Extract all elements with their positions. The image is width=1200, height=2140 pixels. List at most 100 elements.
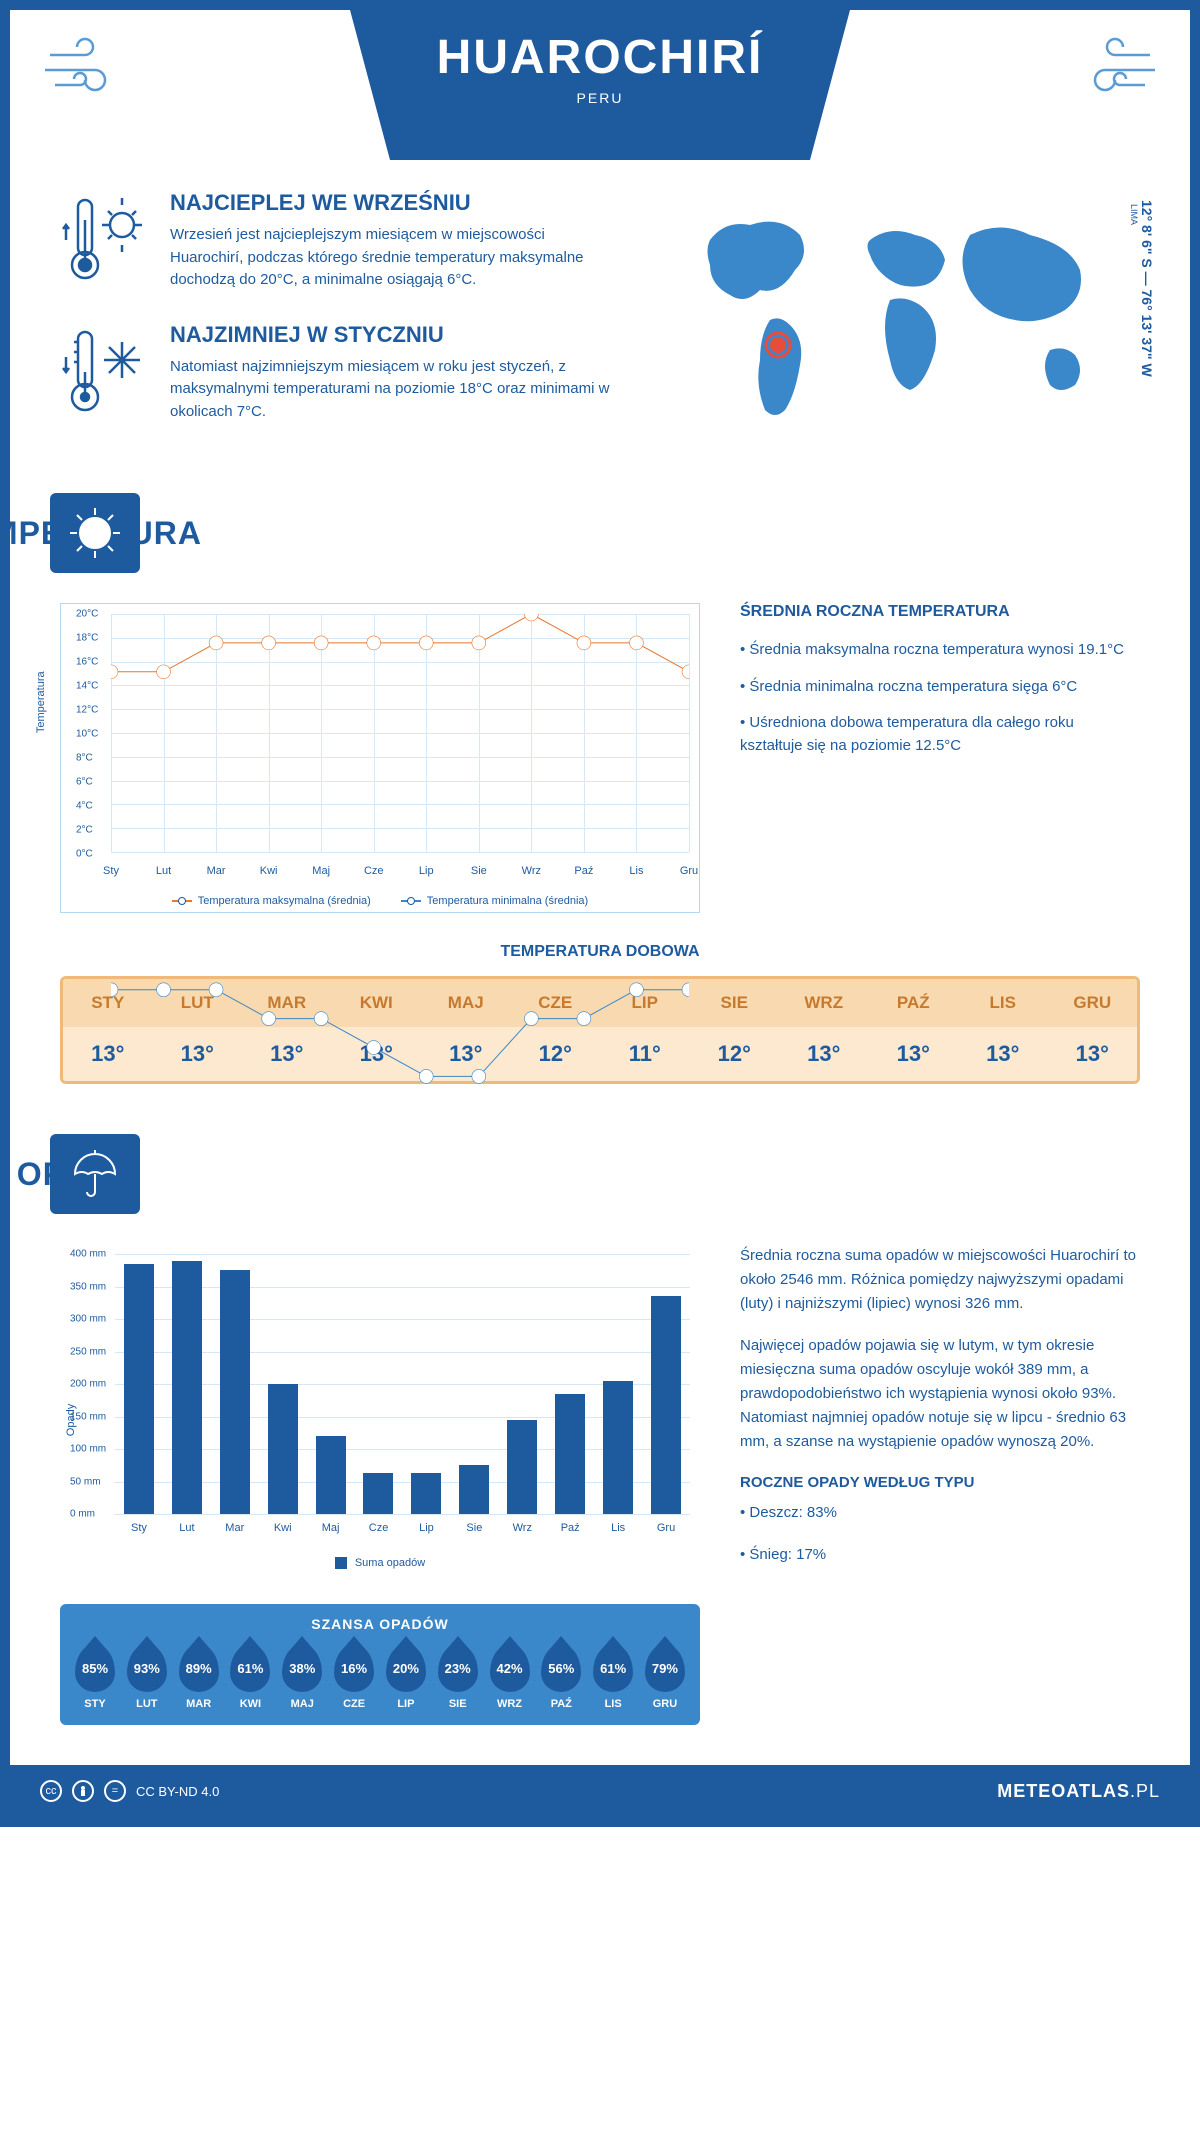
bar — [172, 1261, 202, 1514]
coords-lat: 12° 8' 6" S — [1139, 200, 1155, 268]
x-tick-label: Lis — [629, 865, 643, 877]
chance-title: SZANSA OPADÓW — [75, 1616, 685, 1632]
bar-x-tick-label: Cze — [369, 1522, 389, 1534]
bar-legend-label: Suma opadów — [355, 1557, 425, 1569]
y-axis-label: Temperatura — [35, 671, 47, 733]
coords-lon: 76° 13' 37" W — [1139, 290, 1155, 377]
summary-bullet3: • Uśredniona dobowa temperatura dla całe… — [740, 712, 1140, 757]
intro-text-column: NAJCIEPLEJ WE WRZEŚNIU Wrzesień jest naj… — [60, 190, 620, 453]
bar-legend-swatch — [335, 1557, 347, 1569]
wind-icon — [40, 30, 130, 114]
precipitation-chance-box: SZANSA OPADÓW 85%STY93%LUT89%MAR61%KWI38… — [60, 1604, 700, 1725]
temperature-chart: Temperatura 0°C2°C4°C6°C8°C10°C12°C14°C1… — [60, 603, 700, 913]
bar — [268, 1384, 298, 1514]
precip-text2: Najwięcej opadów pojawia się w lutym, w … — [740, 1334, 1140, 1454]
precip-text1: Średnia roczna suma opadów w miejscowośc… — [740, 1244, 1140, 1316]
drop-value: 85% — [82, 1661, 108, 1676]
bar-chart: Opady 0 mm50 mm100 mm150 mm200 mm250 mm3… — [60, 1244, 700, 1584]
drop-month: STY — [75, 1698, 115, 1710]
precipitation-left: Opady 0 mm50 mm100 mm150 mm200 mm250 mm3… — [60, 1244, 700, 1725]
x-tick-label: Sie — [471, 865, 487, 877]
umbrella-icon — [50, 1134, 140, 1214]
drop-icon: 61% — [593, 1644, 633, 1692]
precipitation-section-header: OPADY — [60, 1134, 1140, 1214]
bar-y-tick-label: 250 mm — [70, 1346, 106, 1357]
bar-y-tick-label: 100 mm — [70, 1444, 106, 1455]
wind-icon — [1070, 30, 1160, 114]
drop-item: 42% WRZ — [490, 1644, 530, 1710]
bar-x-tick-label: Lis — [611, 1522, 625, 1534]
x-tick-label: Lip — [419, 865, 434, 877]
footer: cc = CC BY-ND 4.0 METEOATLAS.PL — [10, 1765, 1190, 1817]
by-type-title: ROCZNE OPADY WEDŁUG TYPU — [740, 1474, 1140, 1491]
legend-max-label: Temperatura maksymalna (średnia) — [198, 895, 371, 907]
bars — [115, 1254, 690, 1514]
y-tick-label: 10°C — [76, 729, 98, 740]
drop-month: SIE — [438, 1698, 478, 1710]
y-tick-label: 2°C — [76, 825, 93, 836]
drop-icon: 42% — [490, 1644, 530, 1692]
bar — [124, 1264, 154, 1514]
bar-x-tick-label: Mar — [225, 1522, 244, 1534]
legend-max: Temperatura maksymalna (średnia) — [172, 895, 371, 907]
city-title: HUAROCHIRÍ — [390, 30, 810, 85]
by-type-snow: • Śnieg: 17% — [740, 1543, 1140, 1567]
drop-value: 42% — [496, 1661, 522, 1676]
drop-item: 20%LIP — [386, 1644, 426, 1710]
bar-y-tick-label: 50 mm — [70, 1476, 101, 1487]
header: HUAROCHIRÍ PERU — [10, 10, 1190, 160]
legend-swatch-min — [401, 900, 421, 902]
drop-item: 89%MAR — [179, 1644, 219, 1710]
cc-icon: cc — [40, 1780, 62, 1802]
summary-bullet1: • Średnia maksymalna roczna temperatura … — [740, 639, 1140, 662]
table-header-cell: WRZ — [779, 979, 869, 1027]
bar-x-tick-label: Sie — [466, 1522, 482, 1534]
bar — [651, 1296, 681, 1514]
drop-icon: 56% — [541, 1644, 581, 1692]
table-value-cell: 13° — [1048, 1027, 1138, 1081]
y-tick-label: 0°C — [76, 849, 93, 860]
y-tick-label: 14°C — [76, 681, 98, 692]
drop-icon: 38% — [282, 1644, 322, 1692]
drop-month: MAJ — [282, 1698, 322, 1710]
drop-icon: 89% — [179, 1644, 219, 1692]
drop-item: 61% LIS — [593, 1644, 633, 1710]
bar-x-tick-label: Lut — [179, 1522, 194, 1534]
x-tick-label: Lut — [156, 865, 171, 877]
table-header-cell: LIS — [958, 979, 1048, 1027]
table-value-cell: 13° — [869, 1027, 959, 1081]
drop-value: 56% — [548, 1661, 574, 1676]
bar — [507, 1420, 537, 1514]
table-header-cell: SIE — [690, 979, 780, 1027]
thermometer-sun-icon — [60, 190, 150, 290]
page: HUAROCHIRÍ PERU NAJCIEPLEJ WE WRZEŚNIU W… — [0, 0, 1200, 1827]
drop-month: WRZ — [490, 1698, 530, 1710]
drop-month: LIS — [593, 1698, 633, 1710]
drop-value: 61% — [600, 1661, 626, 1676]
drop-icon: 20% — [386, 1644, 426, 1692]
bar-x-tick-label: Wrz — [513, 1522, 532, 1534]
drop-value: 61% — [237, 1661, 263, 1676]
map-column: 12° 8' 6" S — 76° 13' 37" W LIMA — [660, 190, 1140, 453]
bar — [363, 1473, 393, 1514]
x-tick-label: Gru — [680, 865, 698, 877]
bar-y-tick-label: 200 mm — [70, 1379, 106, 1390]
drop-icon: 93% — [127, 1644, 167, 1692]
drop-value: 20% — [393, 1661, 419, 1676]
y-tick-label: 20°C — [76, 609, 98, 620]
bar — [555, 1394, 585, 1514]
legend-min-label: Temperatura minimalna (średnia) — [427, 895, 588, 907]
site-name: METEOATLAS — [997, 1781, 1130, 1801]
by-icon — [72, 1780, 94, 1802]
drop-item: 85% STY — [75, 1644, 115, 1710]
legend-swatch-max — [172, 900, 192, 902]
legend-min: Temperatura minimalna (średnia) — [401, 895, 588, 907]
bar — [411, 1473, 441, 1514]
nd-icon: = — [104, 1780, 126, 1802]
summary-title: ŚREDNIA ROCZNA TEMPERATURA — [740, 603, 1140, 621]
drop-month: CZE — [334, 1698, 374, 1710]
coordinates: 12° 8' 6" S — 76° 13' 37" W LIMA — [1129, 200, 1155, 377]
license-text: CC BY-ND 4.0 — [136, 1784, 219, 1799]
table-value-cell: 12° — [690, 1027, 780, 1081]
drop-month: KWI — [230, 1698, 270, 1710]
